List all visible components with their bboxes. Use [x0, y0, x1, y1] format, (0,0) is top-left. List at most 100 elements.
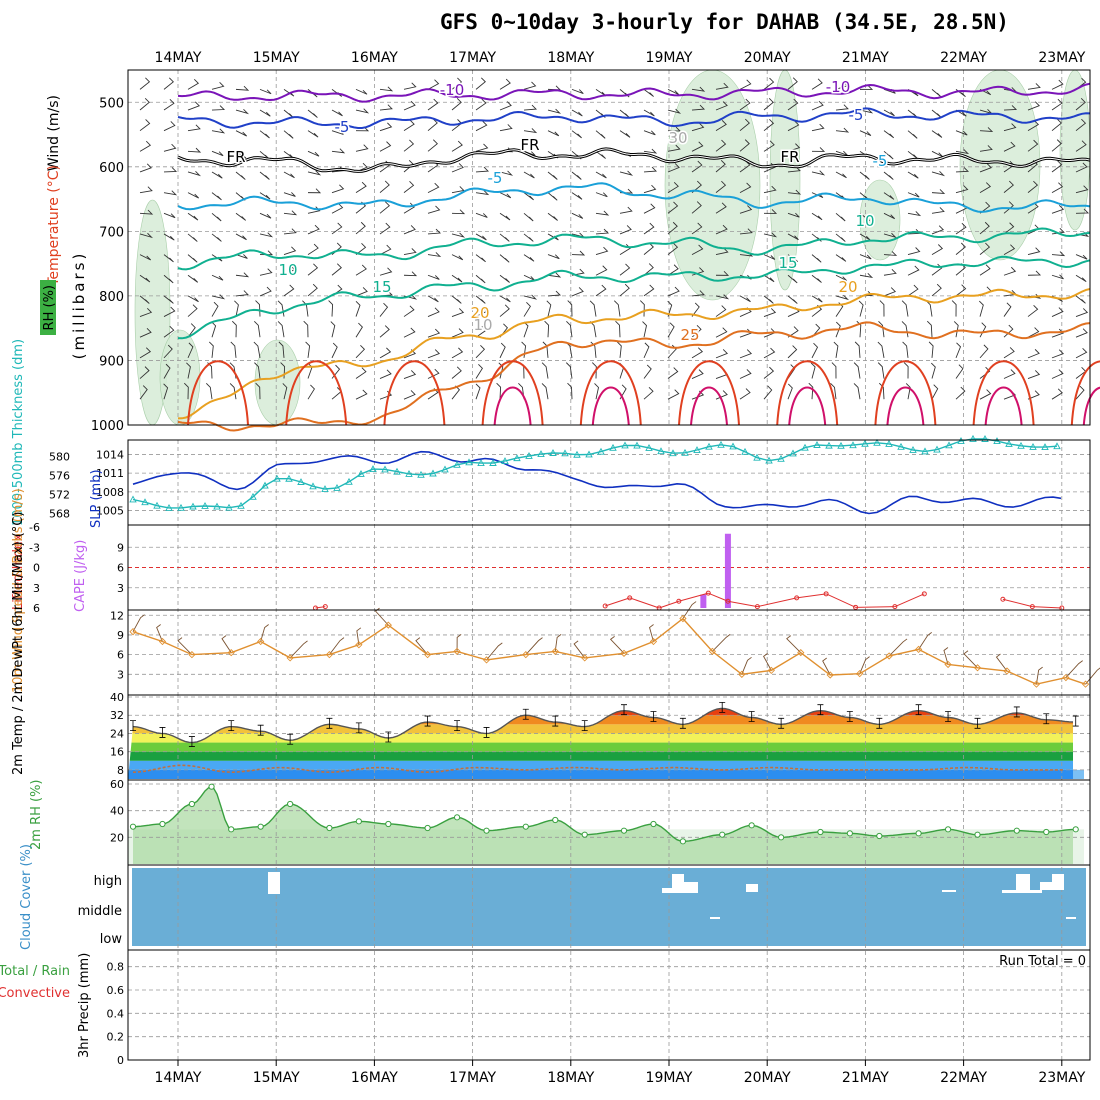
wind-barb — [475, 233, 487, 241]
wind-barb — [139, 163, 153, 173]
wind-barb — [544, 320, 550, 338]
isotherm-5 — [177, 182, 1091, 213]
wind-speed-point — [453, 647, 461, 655]
rh-point — [257, 823, 264, 830]
temp-minmax-bar — [130, 720, 136, 732]
wind-barb — [307, 150, 320, 157]
precip-tick-label: 0.6 — [107, 984, 125, 997]
wind-barb — [763, 140, 775, 152]
wind-barb — [691, 201, 702, 214]
wind-barb — [475, 344, 486, 359]
wind-barb — [619, 225, 632, 235]
surface-wind-barb — [822, 657, 831, 676]
temp-minmax-bar — [159, 727, 166, 738]
wind-barb — [811, 212, 823, 221]
thickness-point — [585, 450, 593, 458]
precip-tick-label: 0 — [117, 1054, 124, 1067]
wind-barb — [1027, 120, 1040, 132]
wind-barb — [523, 81, 537, 90]
isotherm--10 — [177, 82, 1091, 103]
thickness-point — [333, 484, 341, 491]
wind-barb — [715, 202, 727, 214]
li-segment — [605, 597, 630, 607]
wind-barb — [499, 192, 512, 199]
rh-point — [974, 831, 981, 838]
cape-axis-label: CAPE (J/kg) — [73, 540, 88, 612]
li-segment — [659, 600, 679, 609]
wind-barb — [833, 341, 839, 358]
wind-barb — [355, 144, 369, 152]
wind-barb — [499, 124, 513, 132]
wind-barb — [427, 368, 440, 379]
wind-barb — [691, 104, 706, 111]
wind-barb — [355, 287, 368, 297]
precip-tick-label: 0.4 — [107, 1007, 125, 1020]
temp-minmax-bar — [846, 711, 853, 722]
x-tick-label-top: 22MAY — [940, 50, 987, 66]
thickness-point — [501, 457, 509, 464]
rh-point — [915, 830, 922, 837]
surface-wind-barb — [963, 650, 978, 669]
wind-barb — [859, 108, 874, 114]
wind-barb — [667, 221, 678, 235]
thickness-point — [765, 456, 773, 464]
rh-point — [719, 831, 726, 838]
wind-barb — [403, 181, 415, 193]
wind-barb — [1051, 160, 1063, 173]
wind-barb — [643, 89, 654, 97]
wind-barb — [955, 284, 967, 297]
rh-point — [326, 824, 333, 832]
wind-barb — [667, 242, 679, 255]
wind-barb — [355, 181, 367, 194]
wind-barb — [619, 283, 630, 297]
diurnal-isotherm — [678, 360, 740, 426]
thickness-point — [429, 469, 437, 477]
wind-barb — [811, 254, 822, 263]
surface-wind-barb — [682, 601, 697, 619]
wind-barb — [1051, 388, 1063, 400]
wind-barb — [811, 100, 824, 111]
wind-speed-point — [551, 647, 559, 655]
wind-barb — [859, 212, 870, 221]
wind-barb — [355, 242, 367, 255]
wind-barb — [931, 283, 942, 297]
wind-barb — [259, 212, 272, 219]
x-tick-label-bottom: 22MAY — [940, 1070, 987, 1086]
wind-barb — [187, 124, 201, 132]
wind-barb — [205, 382, 213, 400]
wind-barb — [642, 321, 647, 338]
wind-barb — [859, 192, 870, 201]
isotherm-label: 10 — [278, 261, 297, 279]
thickness-tick-label: 572 — [49, 488, 70, 501]
wind-barb — [496, 382, 502, 400]
wind-barb — [451, 308, 465, 317]
wind-barb — [547, 171, 558, 180]
wind-barb — [499, 274, 510, 283]
temperature-axis-label: Temperature (°C) — [46, 165, 62, 287]
cloud-axis-label: Cloud Cover (%) — [19, 844, 34, 950]
rh-point — [453, 814, 461, 821]
wind-tick-label: 12 — [110, 609, 124, 622]
rh-point — [129, 823, 137, 830]
wind-barb — [1075, 140, 1087, 152]
wind-barb — [1075, 385, 1085, 400]
wind-barb — [979, 182, 992, 194]
wind-barb — [763, 274, 775, 283]
x-tick-label-top: 20MAY — [744, 50, 791, 66]
wind-barb — [187, 342, 194, 359]
wind-barb — [567, 382, 573, 400]
wind-barb — [589, 321, 597, 338]
temp-minmax-bar — [287, 733, 294, 745]
wind-barb — [451, 140, 463, 152]
wind-barb — [763, 232, 778, 238]
temp-minmax-bar — [1043, 713, 1050, 725]
temp-band — [128, 715, 1073, 725]
wind-barb — [931, 189, 946, 194]
wind-barb — [835, 233, 846, 242]
wind-barb — [542, 341, 549, 358]
thickness-point — [885, 439, 893, 447]
wind-barb — [639, 300, 645, 317]
wind-barb — [907, 171, 919, 179]
x-tick-label-top: 18MAY — [547, 50, 594, 66]
wind-barb — [499, 254, 510, 263]
